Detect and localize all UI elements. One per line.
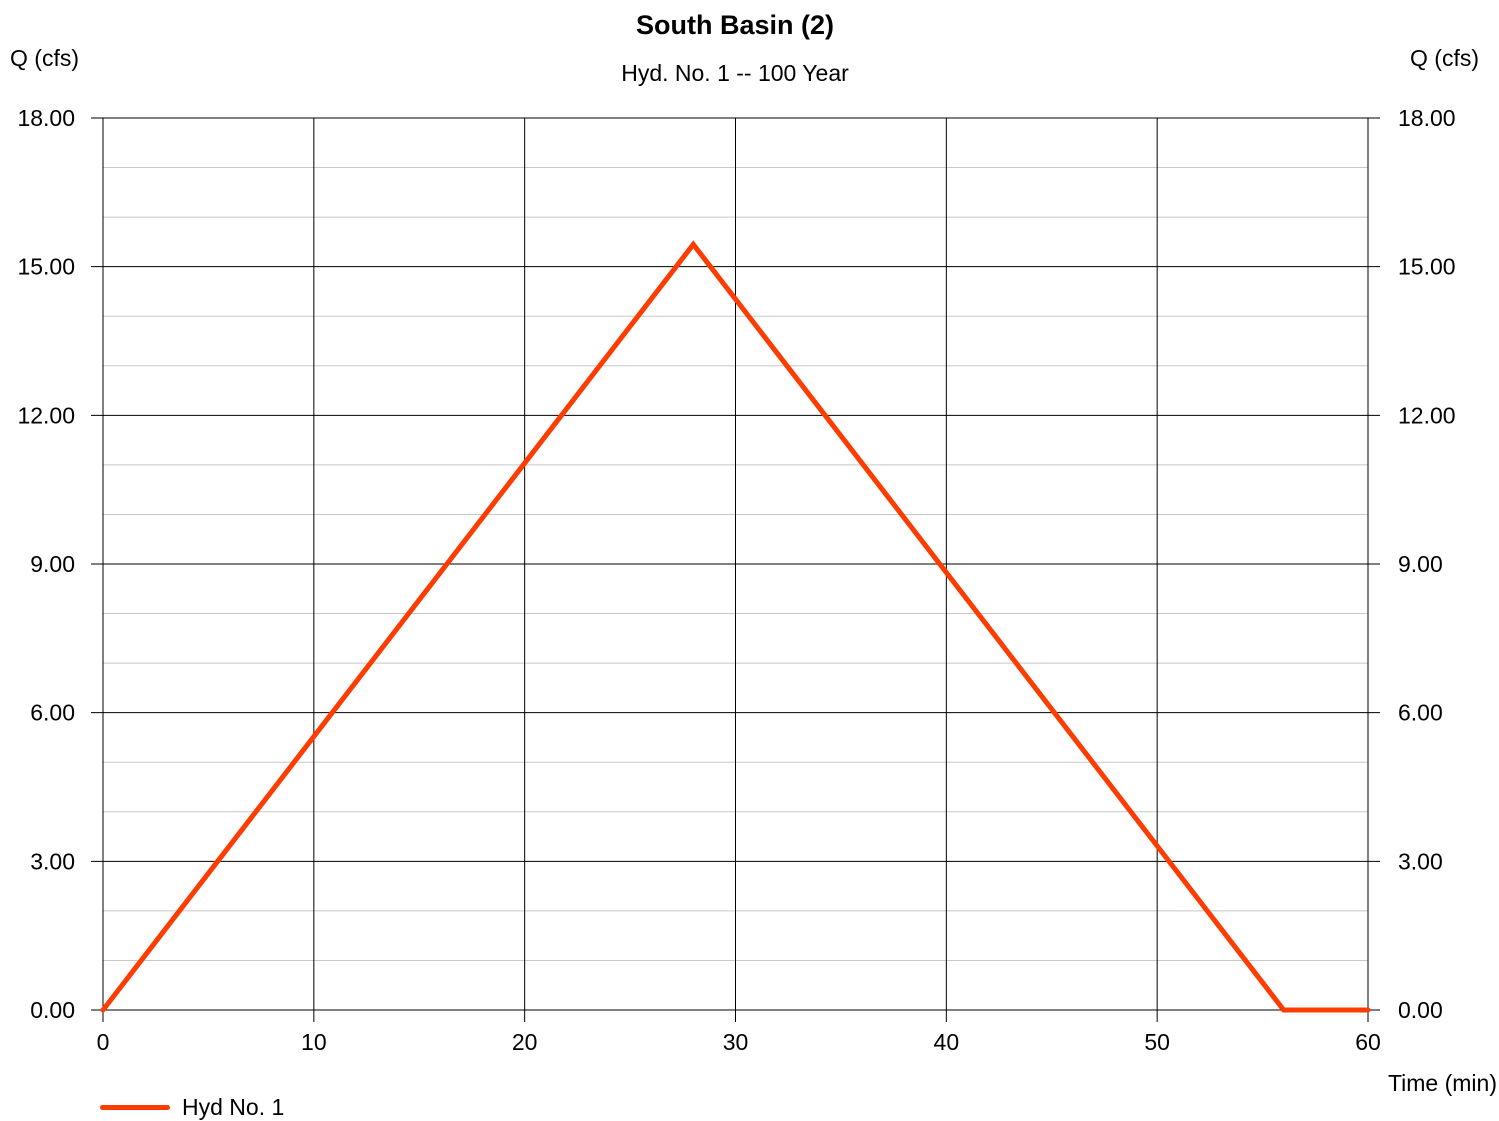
legend-swatch-hyd-no-1 xyxy=(100,1104,170,1110)
x-tick-label: 0 xyxy=(97,1029,110,1055)
x-tick-label: 10 xyxy=(301,1029,327,1055)
chart-subtitle: Hyd. No. 1 -- 100 Year xyxy=(621,60,849,86)
y-tick-label-left: 3.00 xyxy=(30,848,75,874)
legend: Hyd No. 1 xyxy=(100,1094,284,1120)
legend-label-hyd-no-1: Hyd No. 1 xyxy=(182,1093,285,1120)
y-axis-label-right: Q (cfs) xyxy=(1410,45,1479,71)
y-tick-label-left: 15.00 xyxy=(17,254,75,280)
x-tick-label: 40 xyxy=(934,1029,960,1055)
x-axis-label: Time (min) xyxy=(1387,1070,1497,1096)
series-line-hyd-no-1 xyxy=(100,240,1371,1013)
y-tick-label-right: 12.00 xyxy=(1398,402,1456,428)
y-tick-label-left: 0.00 xyxy=(30,997,75,1023)
x-tick-label: 20 xyxy=(512,1029,538,1055)
y-tick-label-left: 6.00 xyxy=(30,700,75,726)
y-tick-label-left: 9.00 xyxy=(30,551,75,577)
chart-title: South Basin (2) xyxy=(635,10,834,40)
x-tick-label: 60 xyxy=(1355,1029,1381,1055)
y-tick-label-left: 18.00 xyxy=(17,105,75,131)
y-tick-label-right: 0.00 xyxy=(1398,997,1443,1023)
y-tick-label-right: 6.00 xyxy=(1398,700,1443,726)
x-tick-label: 50 xyxy=(1144,1029,1170,1055)
y-tick-label-right: 9.00 xyxy=(1398,551,1443,577)
y-tick-label-right: 3.00 xyxy=(1398,848,1443,874)
x-tick-label: 30 xyxy=(723,1029,749,1055)
y-tick-label-right: 15.00 xyxy=(1398,254,1456,280)
y-tick-label-right: 18.00 xyxy=(1398,105,1456,131)
y-axis-label-left: Q (cfs) xyxy=(10,45,79,71)
y-tick-label-left: 12.00 xyxy=(17,402,75,428)
